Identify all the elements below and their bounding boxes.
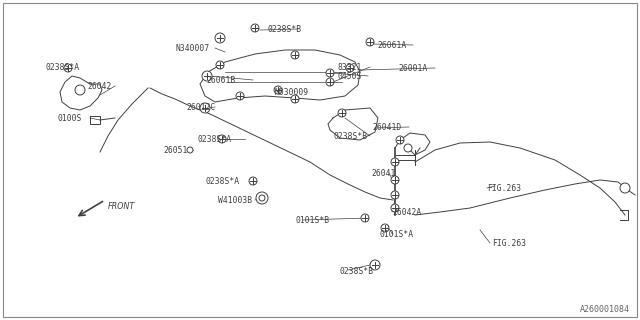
Text: N340007: N340007 xyxy=(176,44,210,52)
Circle shape xyxy=(361,214,369,222)
Circle shape xyxy=(291,51,299,59)
Circle shape xyxy=(326,69,334,77)
Text: 83321: 83321 xyxy=(338,62,362,71)
Text: 0101S*A: 0101S*A xyxy=(380,229,414,238)
Circle shape xyxy=(391,176,399,184)
Text: 0238S*A: 0238S*A xyxy=(197,134,231,143)
Circle shape xyxy=(381,224,389,232)
Circle shape xyxy=(216,61,224,69)
Circle shape xyxy=(370,260,380,270)
Circle shape xyxy=(346,64,354,72)
Circle shape xyxy=(326,78,334,86)
Text: 26012C: 26012C xyxy=(186,102,215,111)
Text: 26061B: 26061B xyxy=(206,76,236,84)
Text: W41003B: W41003B xyxy=(218,196,252,204)
Circle shape xyxy=(391,158,399,166)
Text: FIG.263: FIG.263 xyxy=(487,183,521,193)
Circle shape xyxy=(256,192,268,204)
Circle shape xyxy=(187,147,193,153)
Circle shape xyxy=(202,71,212,81)
Text: 0238S*A: 0238S*A xyxy=(205,177,239,186)
Circle shape xyxy=(218,135,226,143)
Circle shape xyxy=(259,195,265,201)
Text: 26051: 26051 xyxy=(163,146,188,155)
Circle shape xyxy=(251,24,259,32)
Circle shape xyxy=(274,86,282,94)
Text: 26061A: 26061A xyxy=(377,41,406,50)
Circle shape xyxy=(404,144,412,152)
Text: 26041D: 26041D xyxy=(372,123,401,132)
Text: 0100S: 0100S xyxy=(57,114,81,123)
Circle shape xyxy=(338,109,346,117)
Text: 0238S*B: 0238S*B xyxy=(267,25,301,34)
Text: 26041: 26041 xyxy=(371,169,396,178)
Circle shape xyxy=(396,136,404,144)
Circle shape xyxy=(291,95,299,103)
Text: FIG.263: FIG.263 xyxy=(492,238,526,247)
Text: FRONT: FRONT xyxy=(108,202,135,211)
Text: 0238S*B: 0238S*B xyxy=(333,132,367,140)
Circle shape xyxy=(391,191,399,199)
Circle shape xyxy=(236,92,244,100)
Text: 0238S*B: 0238S*B xyxy=(340,268,374,276)
Circle shape xyxy=(249,177,257,185)
Circle shape xyxy=(215,33,225,43)
Circle shape xyxy=(366,38,374,46)
Text: 26042A: 26042A xyxy=(392,207,421,217)
Text: 26042: 26042 xyxy=(87,82,111,91)
Circle shape xyxy=(391,204,399,212)
Circle shape xyxy=(64,64,72,72)
Text: 0101S*B: 0101S*B xyxy=(295,215,329,225)
Circle shape xyxy=(75,85,85,95)
Text: M030009: M030009 xyxy=(275,87,309,97)
Text: 0238S*A: 0238S*A xyxy=(45,62,79,71)
Text: 0450S: 0450S xyxy=(337,71,362,81)
Text: A260001084: A260001084 xyxy=(580,305,630,314)
Circle shape xyxy=(200,103,210,113)
Circle shape xyxy=(620,183,630,193)
Text: 26001A: 26001A xyxy=(398,63,428,73)
